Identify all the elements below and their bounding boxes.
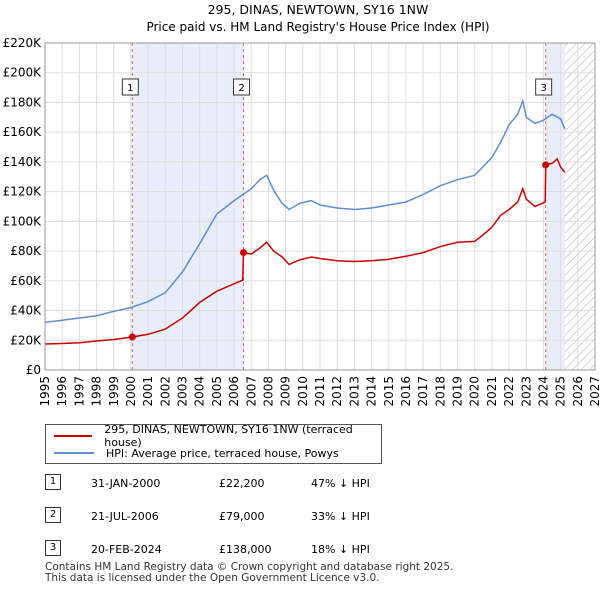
x-tick-label: 2012 (330, 376, 344, 407)
y-tick-label: £100K (3, 214, 43, 228)
sale-point (240, 249, 248, 257)
y-tick-label: £180K (3, 95, 43, 109)
legend-swatch-red (54, 435, 93, 437)
transaction-date: 31-JAN-2000 (91, 477, 161, 490)
property-price-line (45, 157, 566, 345)
x-tick-label: 2000 (124, 376, 138, 407)
hpi-line (45, 98, 566, 324)
x-tick-label: 2027 (588, 376, 600, 407)
y-tick-label: £0 (26, 363, 41, 377)
chart-subtitle: Price paid vs. HM Land Registry's House … (146, 20, 489, 34)
sale-label-number: 1 (127, 83, 133, 94)
x-tick-label: 2014 (365, 376, 379, 407)
y-tick-label: £220K (3, 36, 43, 50)
legend-label-property: 295, DINAS, NEWTOWN, SY16 1NW (terraced … (104, 423, 353, 449)
sale-label-number: 2 (238, 83, 244, 94)
y-tick-label: £20K (10, 333, 42, 347)
x-tick-label: 2024 (536, 376, 550, 407)
x-tick-label: 2022 (502, 376, 516, 407)
y-tick-label: £40K (10, 304, 42, 318)
x-tick-label: 2010 (296, 376, 310, 407)
y-tick-label: £60K (10, 274, 42, 288)
x-tick-label: 1995 (38, 376, 52, 407)
y-tick-label: £160K (3, 125, 43, 139)
x-tick-label: 2019 (451, 376, 465, 407)
y-tick-label: £120K (3, 185, 43, 199)
x-tick-label: 2011 (313, 376, 327, 407)
x-tick-label: 2020 (468, 376, 482, 407)
sale-point (128, 333, 136, 341)
transaction-hpi: 33% ↓ HPI (311, 510, 370, 523)
x-tick-label: 2018 (433, 376, 447, 407)
x-tick-label: 2003 (176, 376, 190, 407)
x-tick-label: 2013 (347, 376, 361, 407)
sale-label-box (535, 78, 553, 96)
legend-swatch-blue (54, 452, 94, 454)
x-tick-label: 1996 (55, 376, 69, 407)
plot-border (44, 42, 596, 371)
legend-item-property: 295, DINAS, NEWTOWN, SY16 1NW (terraced … (54, 423, 381, 449)
legend-label-hpi: HPI: Average price, terraced house, Powy… (106, 446, 339, 460)
x-tick-label: 2017 (416, 376, 430, 407)
transaction-price: £79,000 (219, 510, 265, 523)
transaction-price: £138,000 (219, 543, 272, 556)
y-tick-label: £80K (10, 244, 42, 258)
footer-copyright: Contains HM Land Registry data © Crown c… (45, 561, 454, 573)
transaction-price: £22,200 (219, 477, 265, 490)
x-tick-label: 2015 (382, 376, 396, 407)
ownership-period-shade (545, 43, 565, 370)
x-tick-label: 2005 (210, 376, 224, 407)
y-tick-label: £140K (3, 155, 43, 169)
future-hatch (564, 43, 595, 370)
legend-item-hpi: HPI: Average price, terraced house, Powy… (54, 446, 339, 460)
sale-point (542, 161, 550, 169)
x-tick-label: 2004 (193, 376, 207, 407)
x-tick-label: 1999 (107, 376, 121, 407)
y-tick-label: £200K (3, 66, 43, 80)
x-tick-label: 2009 (279, 376, 293, 407)
transaction-hpi: 47% ↓ HPI (311, 477, 370, 490)
sale-label-box (121, 78, 139, 96)
x-tick-label: 1997 (72, 376, 86, 407)
transaction-number: 1 (45, 474, 61, 490)
transaction-hpi: 18% ↓ HPI (311, 543, 370, 556)
x-tick-label: 2025 (554, 376, 568, 407)
x-tick-label: 2026 (571, 376, 585, 407)
sale-label-box (233, 78, 251, 96)
x-tick-label: 2007 (244, 376, 258, 407)
ownership-period-shade (132, 43, 244, 370)
x-tick-label: 2021 (485, 376, 499, 407)
price-chart: 295, DINAS, NEWTOWN, SY16 1NW Price paid… (3, 2, 600, 407)
x-tick-label: 2016 (399, 376, 413, 407)
sale-label-number: 3 (540, 83, 546, 94)
footer-licence: This data is licensed under the Open Gov… (45, 572, 380, 584)
transaction-date: 20-FEB-2024 (91, 543, 162, 556)
transaction-number: 2 (45, 507, 61, 523)
legend: 295, DINAS, NEWTOWN, SY16 1NW (terraced … (45, 423, 382, 464)
footer: Contains HM Land Registry data © Crown c… (45, 562, 453, 584)
x-tick-label: 2006 (227, 376, 241, 407)
transaction-date: 21-JUL-2006 (91, 510, 159, 523)
x-tick-label: 1998 (90, 376, 104, 407)
x-tick-label: 2002 (158, 376, 172, 407)
transaction-number: 3 (45, 540, 61, 556)
chart-title: 295, DINAS, NEWTOWN, SY16 1NW (208, 2, 429, 17)
x-tick-label: 2001 (141, 376, 155, 407)
x-tick-label: 2008 (261, 376, 275, 407)
x-tick-label: 2023 (519, 376, 533, 407)
